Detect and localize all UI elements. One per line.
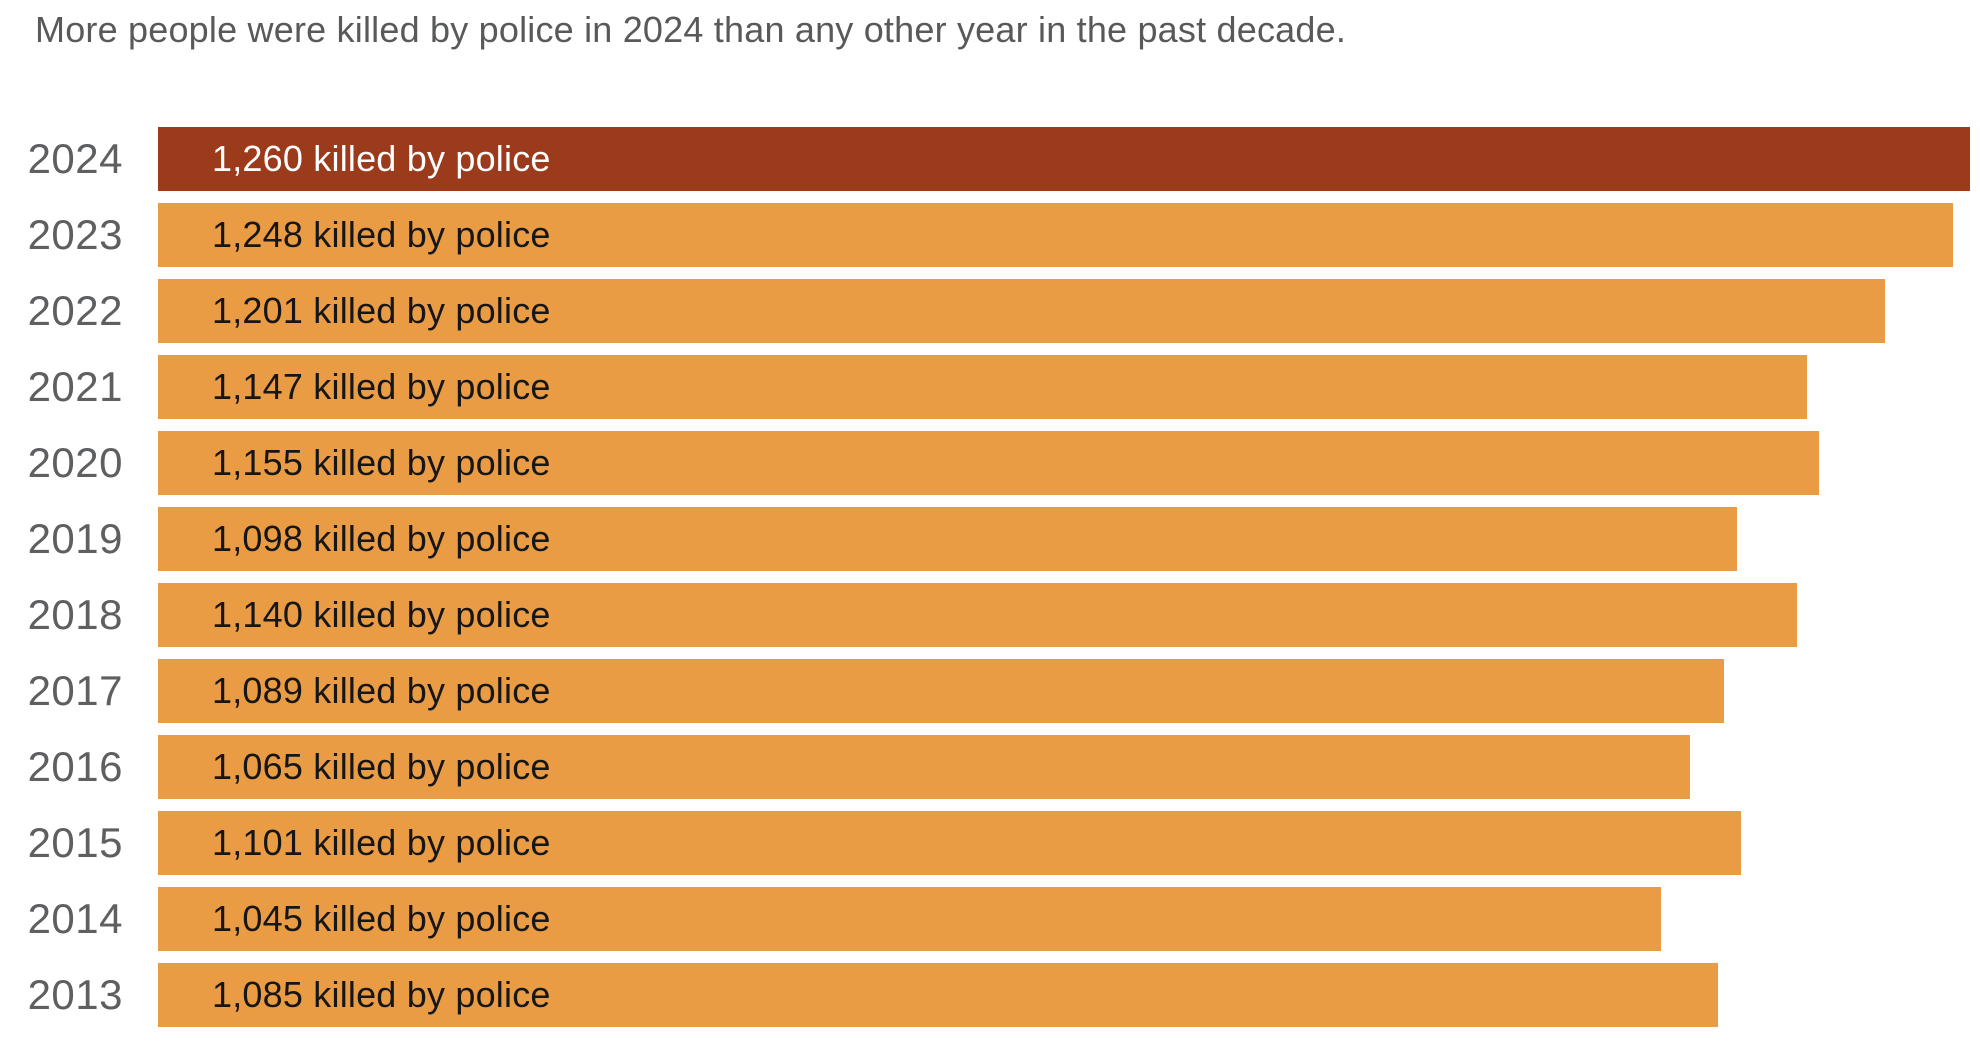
bar-value-label: 1,147 killed by police: [212, 366, 551, 407]
bar-value-label: 1,201 killed by police: [212, 290, 551, 331]
bar-value-label: 1,155 killed by police: [212, 442, 551, 483]
chart-row: 2013 1,085 killed by police: [0, 963, 1980, 1027]
bar: 1,101 killed by police: [158, 811, 1742, 875]
year-axis-label: 2016: [27, 743, 123, 790]
bar-track: 1,045 killed by police: [158, 887, 1970, 951]
bar-value-label: 1,248 killed by police: [212, 214, 551, 255]
bar-track: 1,101 killed by police: [158, 811, 1970, 875]
bar: 1,065 killed by police: [158, 735, 1690, 799]
bar-value-label: 1,065 killed by police: [212, 746, 551, 787]
bar-track: 1,085 killed by police: [158, 963, 1970, 1027]
chart-row: 2017 1,089 killed by police: [0, 659, 1980, 723]
bar-track: 1,098 killed by police: [158, 507, 1970, 571]
bar: 1,201 killed by police: [158, 279, 1886, 343]
bar: 1,248 killed by police: [158, 203, 1953, 267]
bar-track: 1,065 killed by police: [158, 735, 1970, 799]
bar: 1,155 killed by police: [158, 431, 1819, 495]
bar: 1,089 killed by police: [158, 659, 1725, 723]
bar: 1,085 killed by police: [158, 963, 1719, 1027]
chart-row: 2022 1,201 killed by police: [0, 279, 1980, 343]
chart-row: 2020 1,155 killed by police: [0, 431, 1980, 495]
chart-row: 2021 1,147 killed by police: [0, 355, 1980, 419]
bar-chart: 2024 1,260 killed by police 2023 1,248 kill…: [0, 127, 1980, 1039]
bar-track: 1,248 killed by police: [158, 203, 1970, 267]
year-axis-label: 2024: [27, 135, 123, 182]
bar-value-label: 1,260 killed by police: [212, 138, 551, 179]
chart-row: 2019 1,098 killed by police: [0, 507, 1980, 571]
year-axis-label: 2020: [27, 439, 123, 486]
bar-value-label: 1,140 killed by police: [212, 594, 551, 635]
chart-row: 2014 1,045 killed by police: [0, 887, 1980, 951]
bar: 1,260 killed by police: [158, 127, 1970, 191]
year-axis-label: 2015: [27, 819, 123, 866]
bar-track: 1,201 killed by police: [158, 279, 1970, 343]
bar-track: 1,260 killed by police: [158, 127, 1970, 191]
year-axis-label: 2018: [27, 591, 123, 638]
bar: 1,147 killed by police: [158, 355, 1808, 419]
chart-title: More people were killed by police in 202…: [35, 9, 1347, 50]
bar-track: 1,140 killed by police: [158, 583, 1970, 647]
bar-track: 1,155 killed by police: [158, 431, 1970, 495]
year-axis-label: 2014: [27, 895, 123, 942]
chart-row: 2018 1,140 killed by police: [0, 583, 1980, 647]
bar-track: 1,147 killed by police: [158, 355, 1970, 419]
chart-row: 2023 1,248 killed by police: [0, 203, 1980, 267]
bar-track: 1,089 killed by police: [158, 659, 1970, 723]
bar: 1,045 killed by police: [158, 887, 1661, 951]
year-axis-label: 2019: [27, 515, 123, 562]
year-axis-label: 2023: [27, 211, 123, 258]
chart-row: 2015 1,101 killed by police: [0, 811, 1980, 875]
bar-value-label: 1,098 killed by police: [212, 518, 551, 559]
bar-value-label: 1,101 killed by police: [212, 822, 551, 863]
bar-value-label: 1,089 killed by police: [212, 670, 551, 711]
year-axis-label: 2017: [27, 667, 123, 714]
chart-row: 2024 1,260 killed by police: [0, 127, 1980, 191]
bar: 1,098 killed by police: [158, 507, 1738, 571]
chart-row: 2016 1,065 killed by police: [0, 735, 1980, 799]
bar-value-label: 1,085 killed by police: [212, 974, 551, 1015]
bar-value-label: 1,045 killed by police: [212, 898, 551, 939]
year-axis-label: 2021: [27, 363, 123, 410]
year-axis-label: 2022: [27, 287, 123, 334]
year-axis-label: 2013: [27, 971, 123, 1018]
bar: 1,140 killed by police: [158, 583, 1798, 647]
